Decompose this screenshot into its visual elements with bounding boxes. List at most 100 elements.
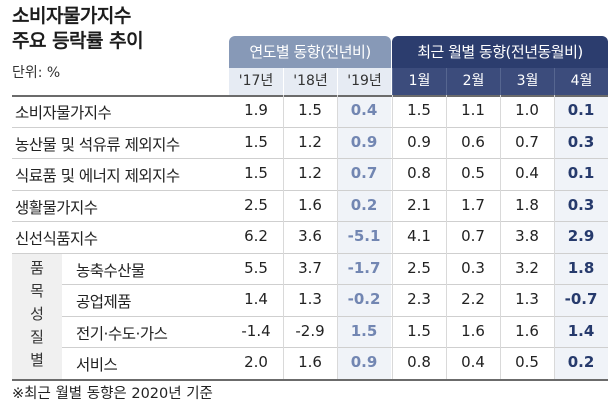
table-cell: 0.5 [515, 353, 539, 371]
table-cell: 3.6 [298, 227, 322, 245]
table-cell: 0.9 [407, 132, 431, 151]
table-cell: -1.7 [347, 258, 381, 277]
row-label: 공업제품 [76, 293, 132, 311]
table-cell: 5.5 [244, 258, 268, 277]
table-cell: 0.1 [567, 164, 595, 182]
column-divider [337, 95, 338, 379]
row-label: 소비자물가지수 [15, 104, 112, 122]
table-cell: 1.6 [515, 321, 539, 340]
table-cell: 0.3 [567, 195, 595, 214]
unit-label: 단위: % [12, 65, 61, 81]
chart-subtitle: 주요 등락률 추이 [12, 30, 144, 52]
row-label: 생활물가지수 [15, 198, 98, 217]
table-cell: 2.5 [407, 258, 431, 277]
table-cell: 0.8 [407, 164, 431, 182]
table-cell: 0.4 [515, 164, 539, 182]
row-divider [12, 221, 608, 222]
table-cell: 2.0 [244, 353, 268, 371]
table-cell: 1.2 [298, 132, 322, 151]
table-cell: 1.5 [244, 164, 268, 182]
table-cell: 1.5 [407, 101, 431, 119]
table-cell: 0.7 [461, 227, 485, 245]
column-header: 2월 [446, 68, 500, 95]
table-cell: 1.3 [298, 290, 322, 308]
column-header: 4월 [554, 68, 608, 95]
table-cell: 1.5 [298, 101, 322, 119]
table-cell: 0.7 [350, 164, 378, 182]
year19-column-bg [337, 95, 391, 379]
table-cell: 6.2 [244, 227, 268, 245]
row-label: 농산물 및 석유류 제외지수 [15, 135, 180, 154]
table-cell: -0.2 [347, 290, 381, 308]
table-cell: 4.1 [407, 227, 431, 245]
row-divider [62, 284, 608, 285]
table-cell: -2.9 [295, 321, 325, 340]
row-label: 농축수산물 [76, 261, 145, 280]
table-cell: 1.9 [244, 101, 268, 119]
table-cell: 3.2 [515, 258, 539, 277]
table-cell: 1.6 [298, 353, 322, 371]
table-cell: 1.6 [298, 195, 322, 214]
row-label: 신선식품지수 [15, 230, 98, 248]
table-top-rule [12, 95, 608, 97]
table-cell: 1.4 [567, 321, 595, 340]
column-divider [554, 95, 555, 379]
month-group-header: 최근 월별 동향(전년동월비) [392, 36, 608, 68]
table-cell: 0.3 [461, 258, 485, 277]
column-header: '18년 [283, 68, 337, 95]
column-header: '17년 [229, 68, 283, 95]
table-cell: 0.2 [567, 353, 595, 371]
table-cell: 2.2 [461, 290, 485, 308]
table-cell: 0.9 [350, 132, 378, 151]
table-bottom-rule [12, 379, 608, 381]
table-cell: 0.5 [461, 164, 485, 182]
apr-column-bg [554, 95, 608, 379]
table-cell: 0.2 [350, 195, 378, 214]
table-cell: 0.4 [350, 101, 378, 119]
row-label: 식료품 및 에너지 제외지수 [15, 167, 180, 185]
table-cell: 0.9 [350, 353, 378, 371]
table-cell: 1.3 [515, 290, 539, 308]
footnote: ※최근 월별 동향은 2020년 기준 [12, 386, 213, 402]
table-cell: 1.7 [461, 195, 485, 214]
row-label: 전기·수도·가스 [76, 324, 168, 343]
year-group-header: 연도별 동향(전년비) [229, 36, 391, 68]
row-divider [12, 253, 608, 254]
table-cell: 2.3 [407, 290, 431, 308]
table-cell: 1.5 [407, 321, 431, 340]
row-group-label: 품 목 성 질 별 [30, 258, 44, 369]
row-label: 서비스 [76, 356, 118, 374]
table-cell: 2.9 [567, 227, 595, 245]
row-group-bg [12, 252, 62, 379]
table-cell: 2.5 [244, 195, 268, 214]
table-cell: 2.1 [407, 195, 431, 214]
table-cell: 3.7 [298, 258, 322, 277]
column-divider [283, 95, 284, 379]
chart-title: 소비자물가지수 [12, 5, 131, 27]
column-header: 3월 [500, 68, 554, 95]
table-cell: 1.5 [244, 132, 268, 151]
table-cell: 0.4 [461, 353, 485, 371]
row-divider [12, 190, 608, 191]
column-divider [446, 95, 447, 379]
column-header: 1월 [392, 68, 446, 95]
table-cell: 0.3 [567, 132, 595, 151]
table-cell: 3.8 [515, 227, 539, 245]
table-cell: 0.6 [461, 132, 485, 151]
column-divider [392, 95, 393, 379]
table-cell: -5.1 [347, 227, 381, 245]
row-divider [62, 316, 608, 317]
table-cell: -0.7 [564, 290, 598, 308]
column-header: '19년 [337, 68, 391, 95]
table-cell: -1.4 [241, 321, 271, 340]
table-cell: 0.7 [515, 132, 539, 151]
table-cell: 1.6 [461, 321, 485, 340]
table-cell: 0.8 [407, 353, 431, 371]
table-cell: 1.4 [244, 290, 268, 308]
table-cell: 1.8 [567, 258, 595, 277]
column-divider [500, 95, 501, 379]
table-cell: 1.2 [298, 164, 322, 182]
table-cell: 1.0 [515, 101, 539, 119]
row-divider [12, 127, 608, 128]
table-cell: 1.5 [350, 321, 378, 340]
